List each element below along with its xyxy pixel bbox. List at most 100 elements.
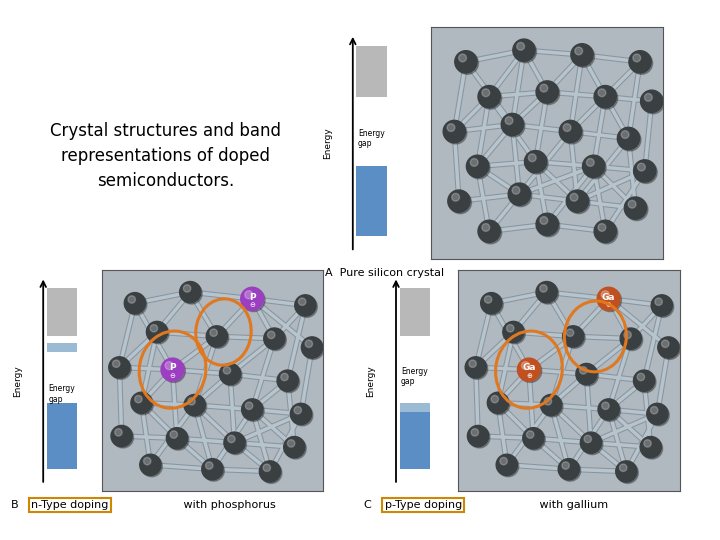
Circle shape [561,122,583,144]
Circle shape [624,331,631,339]
Circle shape [586,159,594,166]
Circle shape [148,323,169,344]
Circle shape [305,340,312,348]
Circle shape [135,395,142,403]
Circle shape [620,328,642,349]
Text: Energy
gap: Energy gap [358,129,384,148]
Circle shape [644,93,652,102]
Circle shape [448,190,470,212]
Circle shape [469,427,490,448]
Circle shape [537,214,559,237]
Circle shape [635,372,656,393]
Circle shape [541,396,563,417]
Circle shape [489,394,510,415]
Circle shape [296,296,318,318]
Bar [400,411,430,469]
Circle shape [501,113,523,136]
Circle shape [647,403,668,424]
Circle shape [277,370,298,392]
Text: p-Type doping: p-Type doping [384,500,462,510]
Circle shape [521,362,529,369]
Circle shape [265,329,287,350]
Circle shape [302,337,323,358]
Circle shape [206,326,228,347]
Circle shape [576,363,597,384]
Circle shape [582,434,603,455]
Text: Energy: Energy [323,127,332,159]
Circle shape [467,155,489,178]
Text: with phosphorus: with phosphorus [180,500,276,510]
Text: ⊖: ⊖ [249,302,255,308]
Circle shape [465,357,487,378]
Circle shape [125,293,145,314]
Circle shape [221,364,242,386]
Circle shape [259,461,281,482]
Circle shape [203,460,225,481]
Circle shape [570,193,578,201]
Circle shape [621,329,643,350]
Circle shape [633,54,641,62]
Circle shape [456,52,479,75]
Circle shape [110,358,131,380]
Circle shape [602,402,609,409]
Circle shape [163,360,185,382]
Circle shape [188,397,195,405]
Circle shape [517,43,525,50]
Circle shape [651,295,672,316]
Circle shape [279,372,300,393]
Circle shape [640,436,662,458]
Circle shape [284,436,305,458]
Circle shape [165,362,173,369]
Circle shape [577,364,598,386]
Text: ⊕: ⊕ [526,373,532,379]
Circle shape [567,191,590,214]
Circle shape [205,462,213,469]
Circle shape [210,329,217,336]
Circle shape [655,298,662,306]
Circle shape [598,224,606,231]
Circle shape [595,221,618,244]
Circle shape [594,85,616,108]
Circle shape [526,431,534,438]
Circle shape [478,220,500,242]
Circle shape [261,462,282,483]
Text: Crystal structures and band
representations of doped
semiconductors.: Crystal structures and band representati… [50,122,281,190]
Circle shape [228,435,235,443]
Circle shape [467,358,487,380]
Circle shape [444,120,465,143]
Circle shape [599,400,621,421]
Circle shape [112,427,134,448]
Bar [356,45,387,97]
Circle shape [224,432,246,453]
Circle shape [449,191,472,214]
Circle shape [114,429,122,436]
Circle shape [302,338,324,360]
Circle shape [264,328,285,349]
Circle shape [184,394,205,416]
Circle shape [481,293,502,314]
Circle shape [242,399,263,420]
Circle shape [223,367,230,374]
Circle shape [562,326,584,347]
Circle shape [150,325,158,332]
Circle shape [220,363,240,384]
Circle shape [225,434,246,455]
Circle shape [523,428,544,449]
Circle shape [630,52,652,75]
Circle shape [559,120,582,143]
Circle shape [564,327,585,348]
Circle shape [582,155,605,178]
Circle shape [245,291,253,299]
Circle shape [482,294,503,315]
Text: P: P [249,293,256,301]
Circle shape [242,288,265,312]
Circle shape [290,403,312,424]
Text: Energy: Energy [366,365,375,396]
Circle shape [641,90,663,112]
Circle shape [537,82,559,105]
Circle shape [594,220,616,242]
Circle shape [478,85,500,108]
Circle shape [598,89,606,97]
Circle shape [526,152,548,174]
Circle shape [243,400,264,421]
